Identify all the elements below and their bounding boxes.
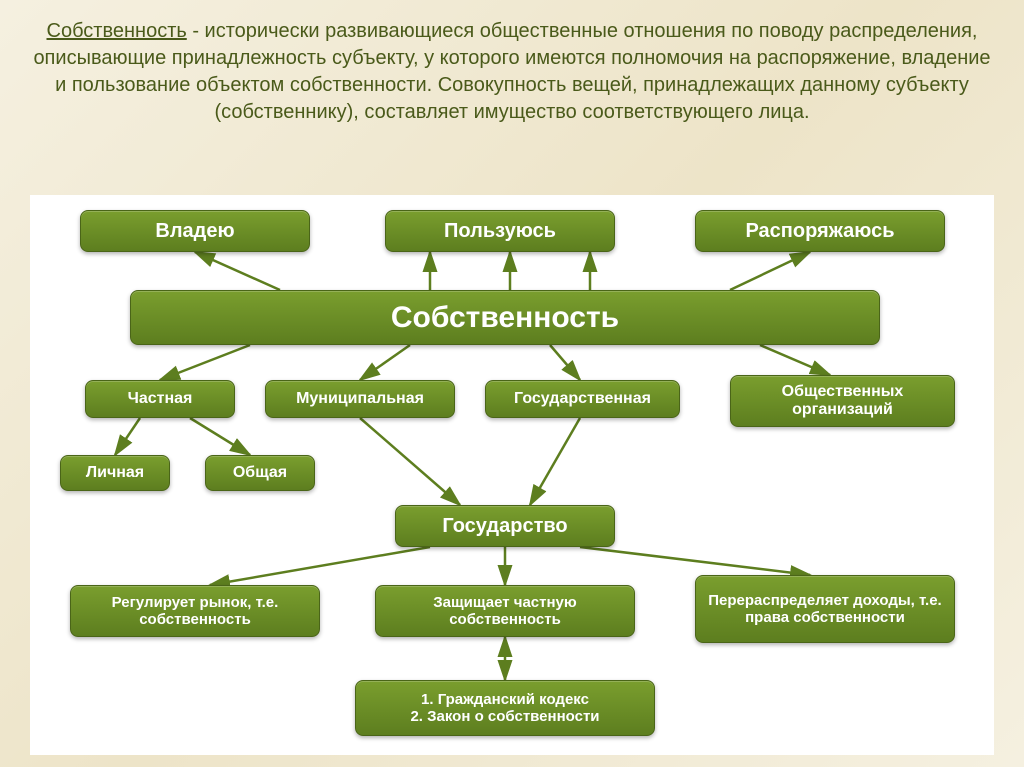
node-n3: Распоряжаюсь: [695, 210, 945, 252]
node-n9: Личная: [60, 455, 170, 491]
arrow-7: [550, 345, 580, 380]
node-n13: Защищает частную собственность: [375, 585, 635, 637]
definition-header: Собственность - исторически развивающиес…: [0, 0, 1024, 138]
arrow-10: [190, 418, 250, 455]
arrow-4: [730, 252, 810, 290]
node-n11: Государство: [395, 505, 615, 547]
node-n6: Муниципальная: [265, 380, 455, 418]
arrow-11: [360, 418, 460, 505]
node-n10: Общая: [205, 455, 315, 491]
arrow-15: [580, 547, 810, 575]
arrow-0: [195, 252, 280, 290]
node-n1: Владею: [80, 210, 310, 252]
arrow-13: [210, 547, 430, 585]
arrows-layer: [30, 195, 994, 755]
arrow-6: [360, 345, 410, 380]
node-n12: Регулирует рынок, т.е. собственность: [70, 585, 320, 637]
node-n4: Собственность: [130, 290, 880, 345]
node-n5: Частная: [85, 380, 235, 418]
arrow-12: [530, 418, 580, 505]
node-n15: 1. Гражданский кодекс 2. Закон о собстве…: [355, 680, 655, 736]
node-n8: Общественных организаций: [730, 375, 955, 427]
node-n2: Пользуюсь: [385, 210, 615, 252]
diagram-area: Владею Пользуюсь Распоряжаюсь Собственность…: [30, 195, 994, 755]
arrow-5: [160, 345, 250, 380]
term: Собственность: [47, 20, 187, 42]
node-n7: Государственная: [485, 380, 680, 418]
arrow-8: [760, 345, 830, 375]
node-n14: Перераспределяет доходы, т.е. права собс…: [695, 575, 955, 643]
arrow-9: [115, 418, 140, 455]
